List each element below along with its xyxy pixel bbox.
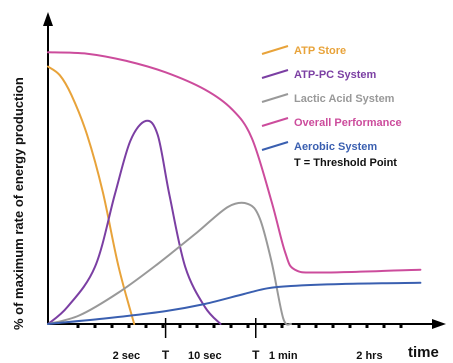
series-line-lactic-acid-system	[47, 201, 292, 326]
axis-dot	[195, 325, 199, 328]
x-tick-label: 2 sec	[113, 350, 141, 362]
axis-dot	[365, 325, 369, 328]
x-tick-label: 1 min	[269, 350, 298, 362]
legend-label-aerobic-system: Aerobic System	[294, 141, 377, 153]
legend-swatch-aerobic-system	[261, 141, 289, 151]
legend: ATP Store ATP-PC System Lactic Acid System…	[261, 45, 402, 169]
legend-label-overall-performance: Overall Performance	[294, 117, 402, 129]
x-tick-label: T	[162, 348, 170, 362]
series-line-overall-performance	[47, 51, 422, 274]
axis-dot	[93, 325, 97, 328]
axis-dot	[399, 325, 403, 328]
x-tick-label: T	[252, 348, 260, 362]
legend-swatch-atp-pc-system	[261, 69, 289, 79]
axis-dot	[297, 325, 301, 328]
x-axis-label: time	[408, 344, 439, 361]
series-lines	[47, 51, 422, 326]
series-line-atp-store	[47, 65, 136, 325]
axis-dot	[76, 325, 80, 328]
y-axis-arrow	[43, 12, 53, 26]
legend-swatch-lactic-acid-system	[261, 93, 289, 103]
y-axis-label: % of maximum rate of energy production	[11, 77, 26, 330]
legend-label-lactic-acid-system: Lactic Acid System	[294, 93, 395, 105]
series-line-aerobic-system	[47, 281, 422, 325]
axis-dot	[314, 325, 318, 328]
legend-swatch-overall-performance	[261, 117, 289, 127]
legend-label-atp-store: ATP Store	[294, 45, 346, 57]
x-tick-label: 2 hrs	[356, 350, 382, 362]
legend-threshold-note: T = Threshold Point	[294, 157, 397, 169]
axis-dot	[229, 325, 233, 328]
x-tick-label: 10 sec	[188, 350, 222, 362]
axis-dot	[246, 325, 250, 328]
axis-dot	[178, 325, 182, 328]
x-tick-labels: 2 sec T 10 sec T 1 min 2 hrs	[113, 318, 383, 362]
axis-dot	[280, 325, 284, 328]
axes	[43, 12, 446, 329]
series-line-atp-pc-system	[47, 119, 222, 325]
axis-dot	[382, 325, 386, 328]
axis-dot	[161, 325, 165, 328]
legend-label-atp-pc-system: ATP-PC System	[294, 69, 377, 81]
x-axis-arrow	[432, 319, 446, 329]
x-axis-dots	[76, 325, 403, 328]
axis-dot	[127, 325, 131, 328]
axis-dot	[348, 325, 352, 328]
axis-dot	[331, 325, 335, 328]
axis-dot	[144, 325, 148, 328]
axis-dot	[110, 325, 114, 328]
axis-dot	[212, 325, 216, 328]
legend-swatch-atp-store	[261, 45, 289, 55]
axis-dot	[263, 325, 267, 328]
